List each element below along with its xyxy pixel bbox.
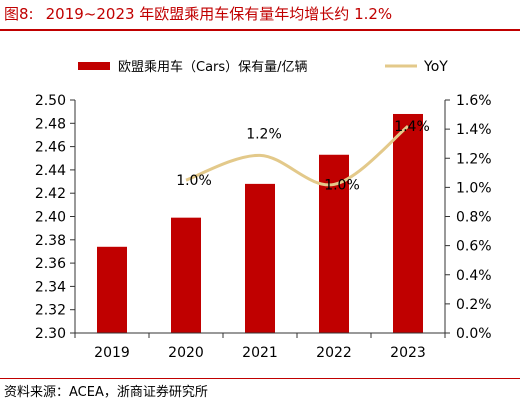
right-tick-label: 1.2%	[456, 151, 492, 167]
right-tick-label: 0.8%	[456, 210, 492, 226]
left-tick-label: 2.40	[35, 210, 66, 226]
right-tick-label: 0.2%	[456, 297, 492, 313]
left-tick-label: 2.38	[35, 233, 66, 249]
x-axis: 2019 2020 2021 2022 2023	[74, 332, 446, 361]
legend-bar-label: 欧盟乘用车（Cars）保有量/亿辆	[118, 59, 308, 75]
bar-2023	[393, 113, 423, 333]
right-tick-label: 1.6%	[456, 93, 492, 109]
left-tick-label: 2.50	[35, 93, 66, 109]
source-divider	[0, 378, 520, 379]
right-tick-label: 1.0%	[456, 180, 492, 196]
legend-bar-swatch	[78, 62, 110, 70]
left-tick-label: 2.46	[35, 140, 66, 156]
left-tick-label: 2.36	[35, 256, 66, 272]
right-tick-label: 0.6%	[456, 239, 492, 255]
yoy-line	[185, 125, 409, 187]
legend: 欧盟乘用车（Cars）保有量/亿辆 YoY	[78, 59, 448, 75]
figure-title: 图8: 2019~2023 年欧盟乘用车保有量年均增长约 1.2%	[4, 3, 516, 25]
left-tick-label: 2.30	[35, 326, 66, 342]
yoy-data-label: 1.0%	[324, 177, 360, 193]
x-tick-label: 2019	[94, 345, 130, 361]
left-tick-label: 2.44	[35, 163, 66, 179]
bar-2019	[97, 246, 127, 333]
yoy-data-label: 1.4%	[394, 119, 430, 135]
left-tick-label: 2.34	[35, 279, 66, 295]
left-y-axis: 2.30 2.32 2.34 2.36 2.38 2.40 2.42 2.44 2.46 2.48…	[35, 93, 76, 342]
legend-line-label: YoY	[423, 59, 448, 75]
title-divider	[0, 29, 520, 31]
left-tick-label: 2.48	[35, 116, 66, 132]
x-tick-label: 2021	[242, 345, 278, 361]
x-tick-label: 2023	[390, 345, 426, 361]
x-tick-label: 2022	[316, 345, 352, 361]
right-tick-label: 0.4%	[456, 268, 492, 284]
figure-title-text: 2019~2023 年欧盟乘用车保有量年均增长约 1.2%	[45, 5, 393, 23]
left-tick-label: 2.42	[35, 186, 66, 202]
right-y-axis: 0.0% 0.2% 0.4% 0.6% 0.8% 1.0% 1.2% 1.4% 1.6%	[444, 93, 492, 342]
bar-2021	[245, 183, 275, 333]
right-tick-label: 0.0%	[456, 326, 492, 342]
left-tick-label: 2.32	[35, 303, 66, 319]
right-tick-label: 1.4%	[456, 122, 492, 138]
figure-number: 图8:	[4, 5, 34, 23]
yoy-data-label: 1.0%	[176, 173, 212, 189]
line-series: 1.0% 1.2% 1.0% 1.4%	[176, 119, 430, 193]
source-note: 资料来源：ACEA，浙商证券研究所	[4, 385, 208, 400]
x-tick-label: 2020	[168, 345, 204, 361]
bar-2020	[171, 217, 201, 333]
bar-series	[97, 113, 423, 333]
yoy-data-label: 1.2%	[246, 126, 282, 142]
